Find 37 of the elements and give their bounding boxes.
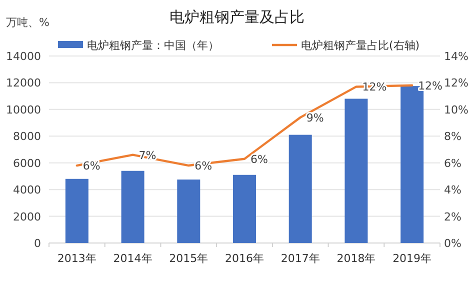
y-axis-title: 万吨、% [6, 16, 50, 29]
data-label: 6% [82, 160, 100, 173]
chart-title: 电炉粗钢产量及占比 [170, 8, 304, 26]
y-tick-label: 6000 [13, 156, 41, 170]
y2-tick-label: 14% [444, 50, 468, 63]
y-tick-label: 12000 [6, 76, 41, 90]
y2-tick-label: 4% [444, 184, 462, 197]
bar [233, 174, 256, 243]
x-tick-label: 2015年 [169, 252, 208, 265]
y2-tick-label: 10% [444, 103, 468, 116]
y2-tick-label: 12% [444, 76, 468, 90]
y-tick-label: 0 [34, 237, 41, 250]
data-label: 12% [418, 79, 443, 92]
y-tick-label: 14000 [6, 50, 41, 63]
x-tick-label: 2017年 [280, 252, 320, 265]
bar [121, 170, 144, 243]
y2-tick-label: 8% [444, 130, 462, 144]
y-tick-label: 10000 [6, 103, 41, 116]
y-tick-label: 8000 [13, 130, 41, 144]
bar [177, 180, 200, 243]
x-tick-label: 2018年 [336, 252, 376, 265]
y2-tick-label: 6% [444, 156, 462, 170]
y2-tick-label: 0% [444, 237, 462, 250]
x-tick-label: 2013年 [57, 252, 96, 265]
bar [288, 134, 312, 243]
data-label: 6% [250, 152, 268, 166]
x-tick-label: 2019年 [392, 252, 432, 265]
x-tick-label: 2016年 [225, 252, 264, 265]
bar [344, 98, 368, 243]
x-tick-label: 2014年 [113, 252, 152, 265]
y-tick-label: 2000 [13, 210, 41, 224]
y-tick-label: 4000 [13, 184, 41, 197]
data-label: 9% [306, 111, 324, 124]
y2-tick-label: 2% [444, 210, 462, 224]
legend-label: 电炉粗钢产量：中国（年） [87, 39, 219, 52]
legend-label: 电炉粗钢产量占比(右轴) [301, 39, 420, 52]
bar [65, 178, 88, 243]
